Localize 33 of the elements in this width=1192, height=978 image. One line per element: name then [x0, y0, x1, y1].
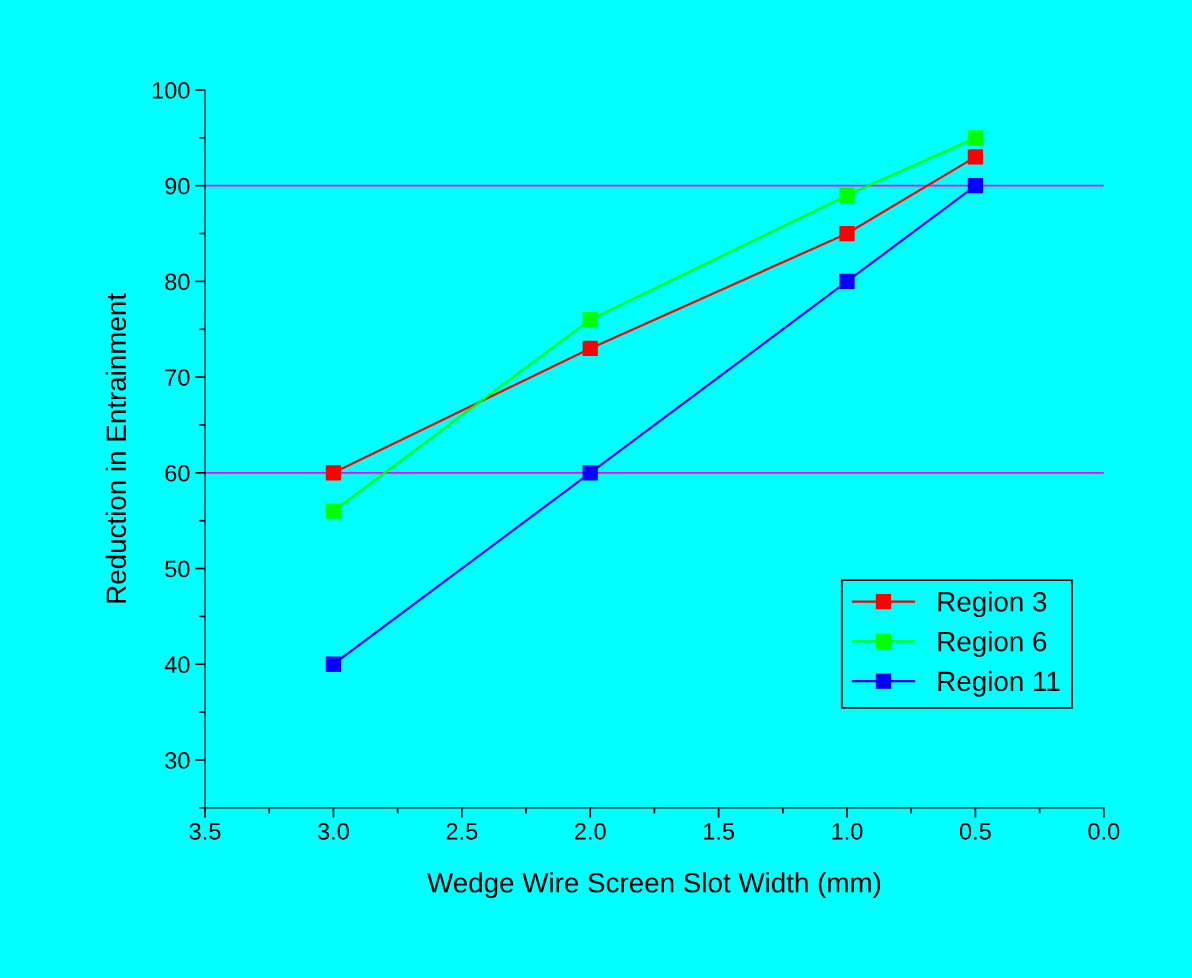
- x-axis-title: Wedge Wire Screen Slot Width (mm): [427, 872, 881, 899]
- point: [582, 340, 598, 357]
- y-tick-label: 70: [165, 369, 190, 386]
- legend-label: Region 6: [938, 631, 1047, 657]
- point: [839, 273, 855, 290]
- x-tick-label: 0.5: [959, 823, 991, 840]
- point: [582, 465, 598, 481]
- y-tick-label: 50: [165, 560, 190, 578]
- x-tick-label: 0.0: [1088, 823, 1120, 840]
- point: [967, 149, 984, 165]
- y-tick-label: 60: [165, 464, 190, 482]
- point: [967, 130, 984, 146]
- y-tick-label: 40: [164, 656, 190, 674]
- x-tick-label: 3.5: [189, 823, 221, 840]
- x-tick-label: 1.0: [832, 823, 863, 840]
- point: [839, 187, 855, 203]
- legend-label: Region 3: [938, 591, 1047, 618]
- y-tick-label: 30: [165, 752, 190, 769]
- y-tick-label: 90: [165, 177, 190, 195]
- x-tick-label: 1.5: [704, 823, 735, 840]
- y-tick-label: 80: [165, 273, 190, 291]
- point: [325, 503, 342, 519]
- point: [325, 656, 342, 672]
- y-tick-label: 100: [152, 82, 190, 99]
- x-tick-label: 3.0: [317, 823, 349, 840]
- point: [967, 178, 984, 194]
- point: [582, 312, 598, 328]
- legend-label: Region 11: [938, 670, 1060, 697]
- x-tick-label: 2.0: [574, 823, 606, 840]
- y-axis-title: Reduction in Entrainment: [105, 293, 127, 603]
- point: [325, 465, 342, 481]
- point: [839, 225, 855, 242]
- x-tick-label: 2.5: [446, 823, 478, 840]
